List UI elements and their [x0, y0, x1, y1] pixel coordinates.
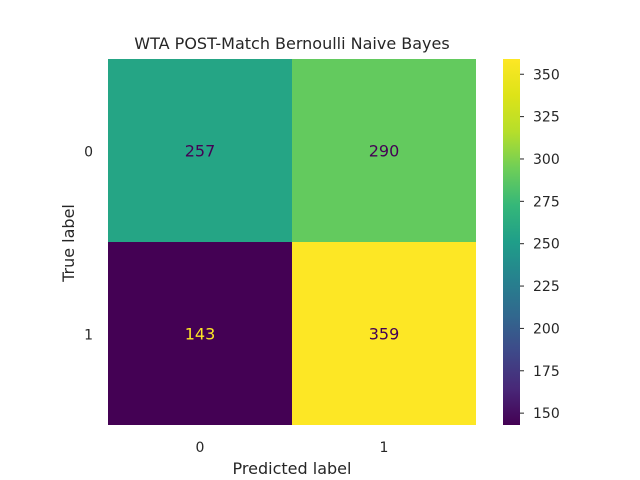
heatmap-cell [292, 242, 476, 425]
x-tick-label: 0 [196, 440, 205, 456]
colorbar-tick-label: 150 [533, 406, 560, 422]
heatmap-cells [108, 59, 476, 425]
heatmap-cell [108, 59, 292, 242]
x-tick-label: 1 [380, 440, 389, 456]
colorbar-tick-label: 225 [533, 279, 560, 295]
colorbar-tick-label: 250 [533, 237, 560, 253]
colorbar-tick-label: 175 [533, 364, 560, 380]
chart-title: WTA POST-Match Bernoulli Naive Bayes [134, 34, 449, 53]
colorbar-tick-label: 325 [533, 110, 560, 126]
heatmap-cell [292, 59, 476, 242]
heatmap-cell-labels: 257 290 143 359 [185, 142, 400, 344]
cell-value-label: 359 [369, 325, 400, 344]
y-tick-label: 1 [84, 328, 93, 344]
heatmap-cell [108, 242, 292, 425]
cell-value-label: 257 [185, 142, 216, 161]
cell-value-label: 143 [185, 325, 216, 344]
colorbar-ticks: 150 175 200 225 250 275 300 325 350 [520, 67, 560, 422]
y-axis-label: True label [59, 204, 78, 283]
y-tick-label: 0 [84, 145, 93, 161]
colorbar-tick-label: 350 [533, 67, 560, 83]
colorbar-tick-label: 300 [533, 152, 560, 168]
y-axis-ticks: 01 [84, 145, 93, 344]
cell-value-label: 290 [369, 142, 400, 161]
colorbar-tick-label: 275 [533, 194, 560, 210]
x-axis-label: Predicted label [233, 459, 352, 478]
colorbar [503, 59, 520, 425]
colorbar-tick-label: 200 [533, 321, 560, 337]
